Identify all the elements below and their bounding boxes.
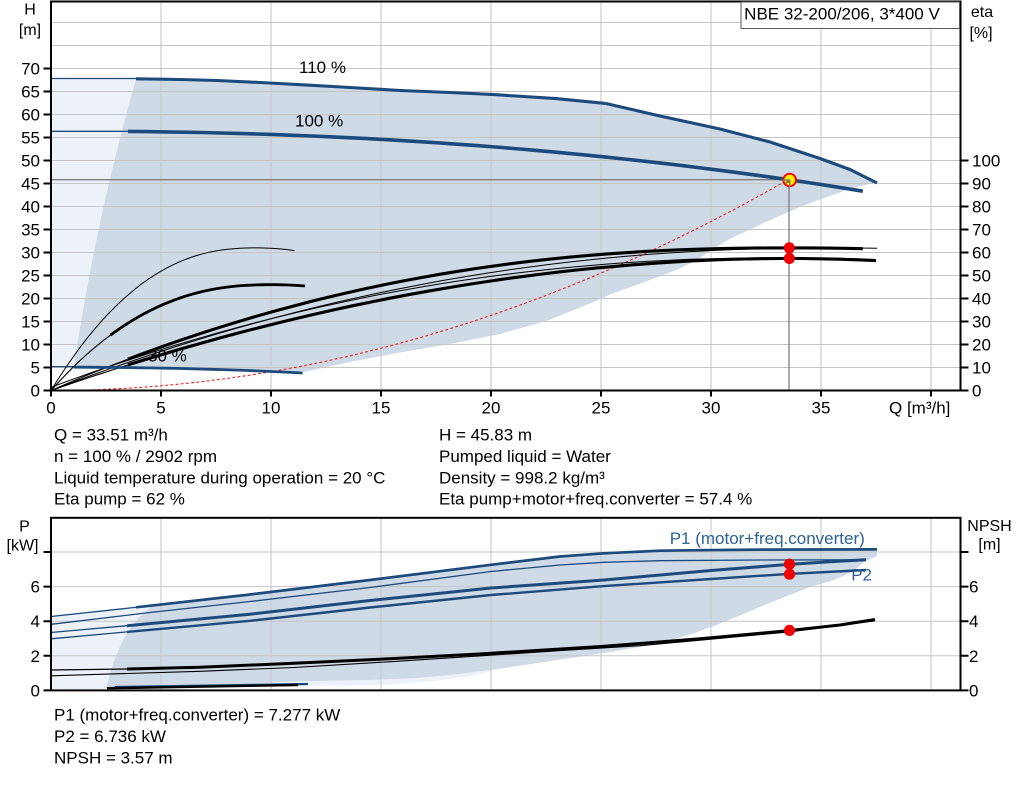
svg-text:0: 0	[969, 681, 978, 700]
svg-text:Q [m³/h]: Q [m³/h]	[889, 399, 950, 418]
svg-text:30: 30	[972, 313, 991, 332]
svg-text:60: 60	[21, 106, 40, 125]
svg-text:70: 70	[21, 60, 40, 79]
svg-text:Pumped liquid = Water: Pumped liquid = Water	[439, 447, 611, 466]
svg-text:Q = 33.51 m³/h: Q = 33.51 m³/h	[54, 425, 168, 444]
svg-text:30 %: 30 %	[148, 347, 187, 366]
svg-text:80: 80	[972, 198, 991, 217]
svg-text:45: 45	[21, 175, 40, 194]
svg-text:Eta pump+motor+freq.converter: Eta pump+motor+freq.converter = 57.4 %	[439, 490, 752, 509]
svg-text:25: 25	[21, 267, 40, 286]
svg-text:5: 5	[156, 399, 165, 418]
svg-text:P1 (motor+freq.converter) = 7.: P1 (motor+freq.converter) = 7.277 kW	[54, 705, 340, 724]
svg-text:H: H	[24, 2, 36, 19]
svg-text:NPSH = 3.57 m: NPSH = 3.57 m	[54, 748, 173, 767]
svg-text:10: 10	[972, 359, 991, 378]
svg-text:100: 100	[972, 152, 1000, 171]
svg-text:6: 6	[969, 578, 978, 597]
svg-text:30: 30	[702, 399, 721, 418]
svg-text:50: 50	[21, 152, 40, 171]
svg-text:[%]: [%]	[969, 25, 992, 42]
svg-text:Density = 998.2 kg/m³: Density = 998.2 kg/m³	[439, 468, 605, 487]
svg-text:55: 55	[21, 129, 40, 148]
svg-text:P2: P2	[851, 566, 872, 585]
svg-text:20: 20	[972, 336, 991, 355]
svg-text:110 %: 110 %	[299, 58, 346, 77]
svg-text:15: 15	[21, 313, 40, 332]
svg-text:Liquid temperature during oper: Liquid temperature during operation = 20…	[54, 468, 385, 487]
svg-text:n = 100 % / 2902 rpm: n = 100 % / 2902 rpm	[54, 447, 217, 466]
svg-text:0: 0	[972, 382, 981, 401]
svg-text:60: 60	[972, 244, 991, 263]
svg-text:65: 65	[21, 83, 40, 102]
svg-text:NBE 32-200/206, 3*400 V: NBE 32-200/206, 3*400 V	[744, 5, 940, 24]
svg-text:50: 50	[972, 267, 991, 286]
svg-text:0: 0	[46, 399, 55, 418]
svg-text:30: 30	[21, 244, 40, 263]
svg-text:15: 15	[372, 399, 391, 418]
svg-text:10: 10	[21, 336, 40, 355]
svg-text:35: 35	[21, 221, 40, 240]
svg-text:2: 2	[31, 647, 40, 666]
svg-text:5: 5	[31, 359, 40, 378]
svg-text:25: 25	[592, 399, 611, 418]
svg-text:20: 20	[482, 399, 501, 418]
svg-text:35: 35	[812, 399, 831, 418]
svg-text:0: 0	[31, 382, 40, 401]
svg-text:[m]: [m]	[19, 22, 41, 39]
svg-text:P1 (motor+freq.converter): P1 (motor+freq.converter)	[670, 529, 865, 548]
svg-text:2: 2	[969, 647, 978, 666]
svg-text:40: 40	[21, 198, 40, 217]
svg-text:[m]: [m]	[978, 537, 1000, 554]
svg-text:4: 4	[31, 612, 40, 631]
svg-text:10: 10	[262, 399, 281, 418]
svg-text:70: 70	[972, 221, 991, 240]
svg-text:0: 0	[31, 681, 40, 700]
svg-text:90: 90	[972, 175, 991, 194]
svg-text:eta: eta	[971, 4, 993, 21]
svg-text:40: 40	[972, 290, 991, 309]
svg-text:NPSH: NPSH	[967, 518, 1011, 535]
svg-text:H = 45.83 m: H = 45.83 m	[439, 425, 532, 444]
svg-text:100 %: 100 %	[295, 112, 343, 131]
svg-text:P: P	[19, 519, 30, 536]
svg-text:6: 6	[31, 578, 40, 597]
svg-text:[kW]: [kW]	[7, 538, 39, 555]
svg-text:P2 = 6.736 kW: P2 = 6.736 kW	[54, 727, 166, 746]
svg-text:4: 4	[969, 612, 978, 631]
svg-text:20: 20	[21, 290, 40, 309]
svg-text:Eta pump = 62 %: Eta pump = 62 %	[54, 490, 185, 509]
